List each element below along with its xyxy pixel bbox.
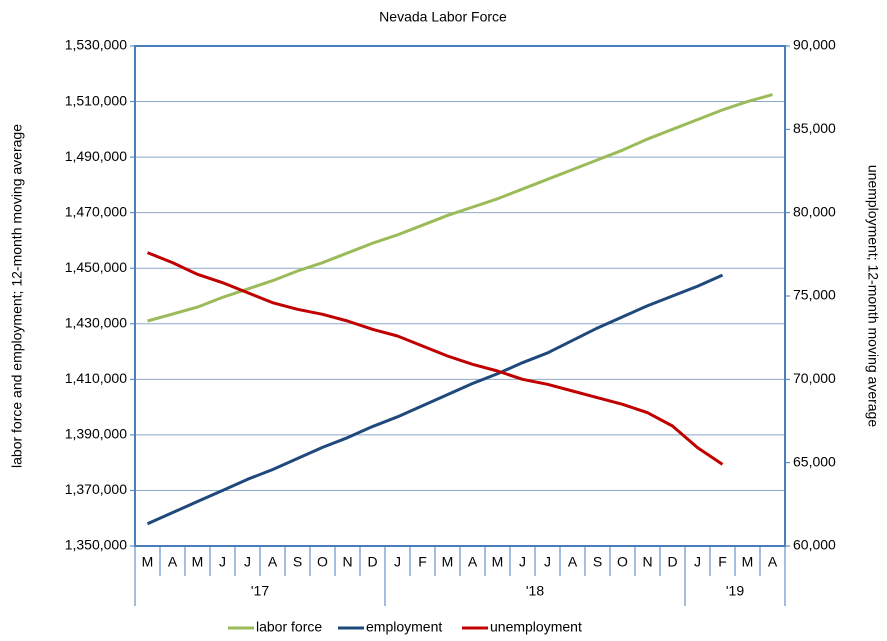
series-line [147,93,773,323]
x-tick-label: D [667,554,677,570]
x-tick-label: A [168,554,178,570]
chart-title: Nevada Labor Force [379,9,507,25]
x-tick-label: J [219,554,226,570]
y-axis-title: labor force and employment; 12-month mov… [9,124,25,468]
y2-tick-label: 85,000 [793,120,836,136]
y-tick-label: 1,350,000 [65,537,127,553]
y2-tick-label: 75,000 [793,287,836,303]
x-tick-label: J [244,554,251,570]
series-line [146,251,724,466]
y-tick-label: 1,410,000 [65,370,127,386]
legend-label: employment [366,619,442,635]
legend-label: labor force [256,619,322,635]
legend-label: unemployment [490,619,582,635]
x-tick-label: M [492,554,504,570]
x-group-label: '19 [726,583,744,599]
x-group-label: '18 [526,583,544,599]
x-tick-label: A [568,554,578,570]
y-tick-label: 1,490,000 [65,148,127,164]
x-group-label: '17 [251,583,269,599]
x-tick-label: O [617,554,628,570]
x-tick-label: D [367,554,377,570]
y-tick-label: 1,530,000 [65,37,127,53]
x-tick-label: M [742,554,754,570]
x-tick-label: A [468,554,478,570]
plot-border [134,45,786,547]
y-tick-label: 1,390,000 [65,426,127,442]
y2-tick-label: 80,000 [793,203,836,219]
y2-tick-label: 70,000 [793,370,836,386]
x-tick-label: F [418,554,427,570]
x-tick-label: J [519,554,526,570]
y2-axis-title: unemployment; 12-month moving average [865,165,881,427]
x-tick-label: M [142,554,154,570]
x-tick-label: N [342,554,352,570]
x-tick-label: A [768,554,778,570]
x-tick-label: J [694,554,701,570]
y2-tick-label: 90,000 [793,37,836,53]
x-tick-label: O [317,554,328,570]
y2-tick-label: 65,000 [793,453,836,469]
y2-tick-label: 60,000 [793,537,836,553]
x-tick-label: J [394,554,401,570]
x-tick-label: F [718,554,727,570]
y-tick-label: 1,430,000 [65,314,127,330]
x-tick-label: S [593,554,602,570]
x-tick-label: N [642,554,652,570]
y-tick-label: 1,470,000 [65,203,127,219]
x-tick-label: M [192,554,204,570]
x-tick-label: J [544,554,551,570]
x-tick-label: M [442,554,454,570]
y-tick-label: 1,510,000 [65,92,127,108]
x-tick-label: S [293,554,302,570]
y-tick-label: 1,370,000 [65,481,127,497]
series-line [146,273,724,526]
x-tick-label: A [268,554,278,570]
y-tick-label: 1,450,000 [65,259,127,275]
